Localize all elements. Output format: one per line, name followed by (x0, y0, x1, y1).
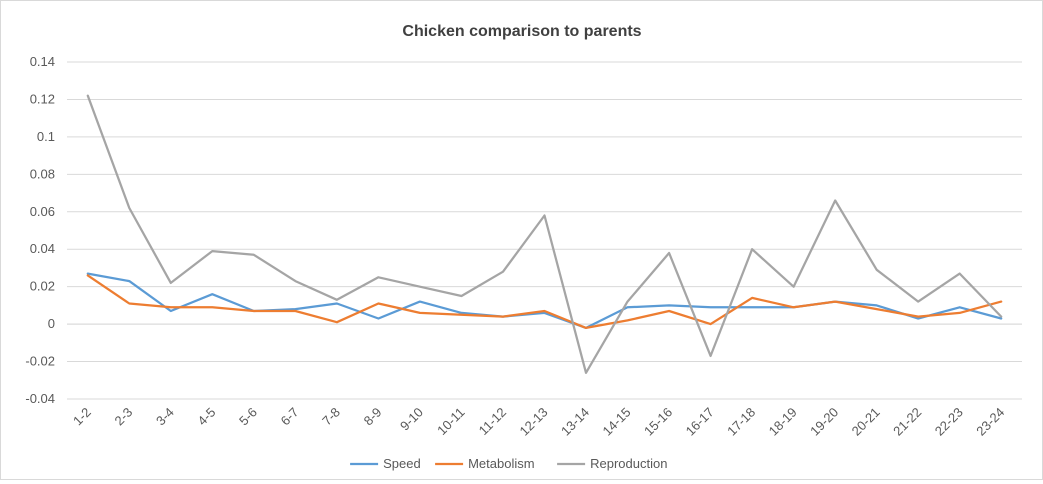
legend: Speed Metabolism Reproduction (350, 456, 667, 471)
y-tick-label: 0.08 (30, 166, 55, 181)
x-tick-label: 19-20 (807, 405, 841, 439)
y-tick-label: 0.06 (30, 204, 55, 219)
x-tick-label: 23-24 (973, 405, 1007, 439)
x-tick-label: 5-6 (236, 405, 260, 429)
y-axis-tick-labels: -0.04 -0.02 0 0.02 0.04 0.06 0.08 0.1 0.12 0.14 (25, 54, 55, 406)
gridlines (67, 61, 1022, 400)
y-tick-label: 0.12 (30, 91, 55, 106)
x-tick-label: 18-19 (766, 405, 800, 439)
y-tick-label: 0 (48, 316, 55, 331)
x-tick-label: 16-17 (683, 405, 717, 439)
x-tick-label: 8-9 (361, 405, 385, 429)
x-tick-label: 20-21 (849, 405, 883, 439)
x-tick-label: 12-13 (517, 405, 551, 439)
x-tick-label: 22-23 (932, 405, 966, 439)
series-line-speed (86, 272, 1003, 330)
series-line-reproduction (86, 94, 1003, 374)
x-axis: 1-2 2-3 3-4 4-5 5-6 6-7 7-8 8-9 9-10 10-11 11-12 12… (67, 323, 1022, 439)
y-tick-label: -0.04 (25, 391, 55, 406)
series-lines (86, 94, 1003, 374)
y-tick-label: 0.02 (30, 279, 55, 294)
series-line-metabolism (86, 274, 1003, 330)
x-tick-label: 3-4 (153, 405, 177, 429)
x-tick-label: 15-16 (641, 405, 675, 439)
x-tick-label: 13-14 (558, 405, 592, 439)
x-tick-label: 9-10 (397, 405, 426, 434)
legend-label-reproduction: Reproduction (590, 456, 667, 471)
x-tick-label: 7-8 (319, 405, 343, 429)
x-tick-label: 11-12 (476, 405, 509, 438)
x-tick-label: 1-2 (70, 405, 94, 429)
y-tick-label: 0.1 (37, 129, 55, 144)
x-tick-label: 14-15 (600, 405, 634, 439)
x-tick-label: 4-5 (195, 405, 219, 429)
chart-title: Chicken comparison to parents (402, 23, 641, 40)
y-tick-label: 0.14 (30, 54, 55, 69)
x-tick-label: 6-7 (278, 405, 302, 429)
legend-label-speed: Speed (383, 456, 421, 471)
legend-label-metabolism: Metabolism (468, 456, 534, 471)
x-tick-label: 21-22 (890, 405, 924, 439)
y-tick-label: -0.02 (25, 354, 55, 369)
x-tick-label: 2-3 (112, 405, 136, 429)
x-tick-label: 10-11 (434, 405, 467, 438)
x-tick-label: 17-18 (724, 405, 758, 439)
y-tick-label: 0.04 (30, 241, 55, 256)
